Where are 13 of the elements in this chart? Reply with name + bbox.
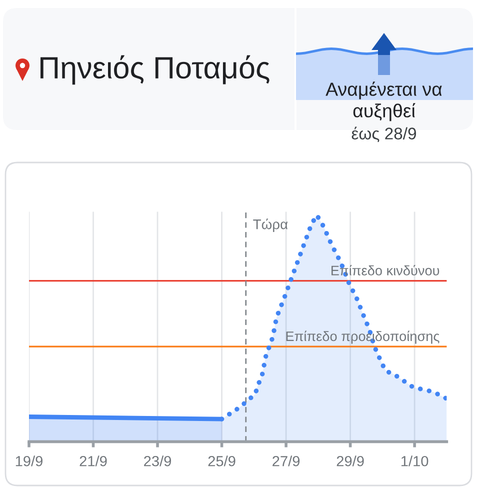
ref-line-label: Επίπεδο κινδύνου xyxy=(332,265,440,276)
text: έως 28/9 xyxy=(352,126,416,142)
chart-subtitle: Αναμένεται να αυξηθεί xyxy=(326,82,442,122)
x-tick-label: 25/9 xyxy=(208,456,236,466)
ref-line-label: Τώρα xyxy=(253,218,288,232)
x-tick-label: 21/9 xyxy=(80,456,107,466)
chart-title: Πηνειός Ποταμός xyxy=(40,55,270,85)
x-tick-label: 19/9 xyxy=(16,456,42,466)
x-tick-label: 23/9 xyxy=(144,456,172,466)
ref-line-label: Επίπεδο προειδοποίησης xyxy=(286,330,440,344)
x-tick-label: 27/9 xyxy=(272,456,300,466)
x-tick-label: 1/10 xyxy=(401,456,428,466)
x-tick-label: 29/9 xyxy=(336,456,364,466)
